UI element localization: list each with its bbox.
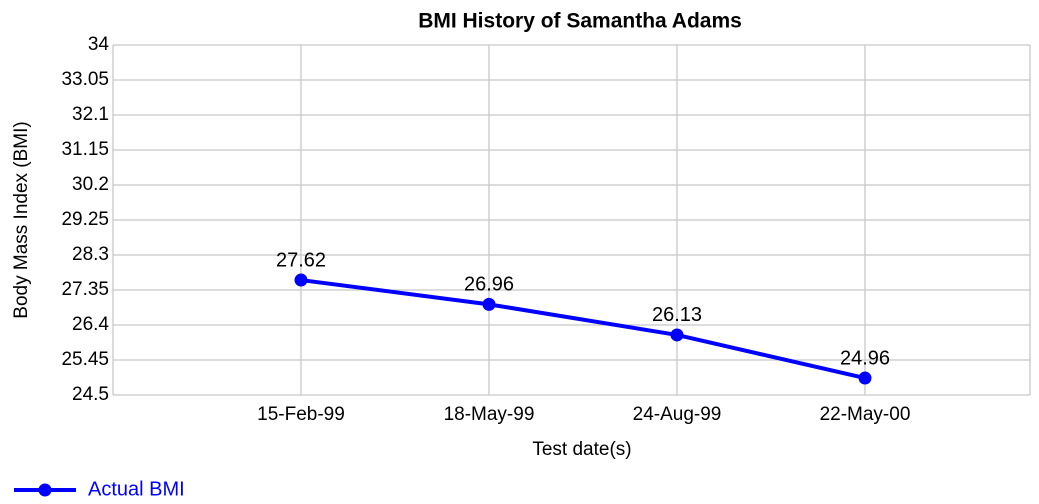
x-tick-label: 15-Feb-99 xyxy=(257,404,345,425)
data-point xyxy=(858,371,872,385)
x-tick-label: 24-Aug-99 xyxy=(633,404,722,425)
y-tick-label: 28.3 xyxy=(72,244,109,265)
y-tick-label: 34 xyxy=(88,34,110,55)
data-label: 24.96 xyxy=(840,347,890,369)
x-tick-label: 18-May-99 xyxy=(444,404,535,425)
y-tick-label: 29.25 xyxy=(61,209,109,230)
data-point xyxy=(670,328,684,342)
data-label: 26.96 xyxy=(464,274,514,296)
y-tick-label: 32.1 xyxy=(72,104,109,125)
legend-marker xyxy=(38,483,52,497)
y-tick-label: 25.45 xyxy=(61,349,109,370)
x-tick-label: 22-May-00 xyxy=(820,404,911,425)
x-axis-label: Test date(s) xyxy=(532,439,631,460)
y-tick-label: 26.4 xyxy=(72,314,109,335)
y-tick-label: 24.5 xyxy=(72,384,109,405)
legend-label: Actual BMI xyxy=(88,478,185,500)
data-point xyxy=(482,297,496,311)
y-axis-label: Body Mass Index (BMI) xyxy=(11,121,32,318)
data-point xyxy=(294,273,308,287)
data-label: 27.62 xyxy=(276,249,326,271)
chart-title: BMI History of Samantha Adams xyxy=(418,10,742,33)
y-tick-label: 33.05 xyxy=(61,69,109,90)
y-tick-label: 30.2 xyxy=(72,174,109,195)
y-tick-label: 27.35 xyxy=(61,279,109,300)
series-line xyxy=(300,278,866,381)
data-label: 26.13 xyxy=(652,304,702,326)
y-tick-label: 31.15 xyxy=(61,139,109,160)
